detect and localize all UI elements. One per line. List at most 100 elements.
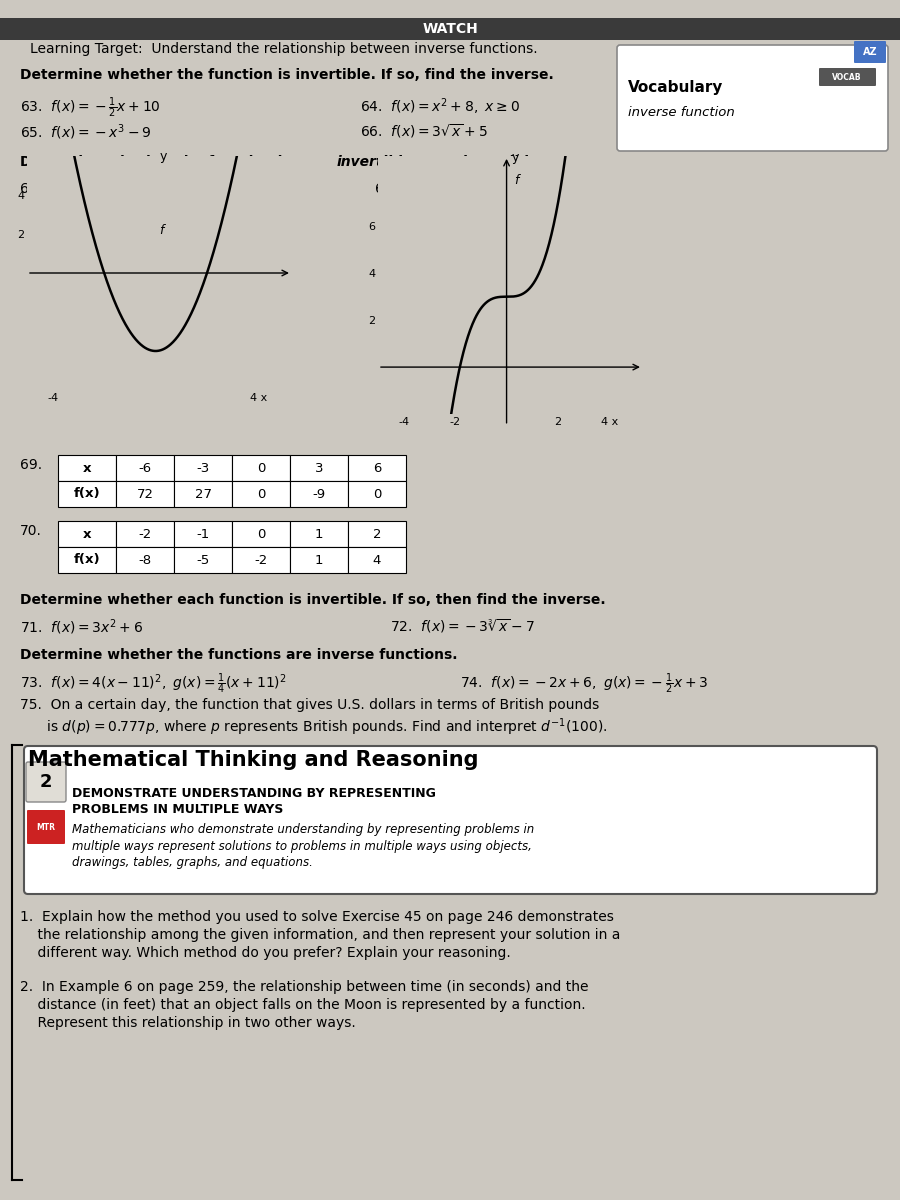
Text: -3: -3	[196, 462, 210, 474]
Text: 75.  On a certain day, the function that gives U.S. dollars in terms of British : 75. On a certain day, the function that …	[20, 698, 599, 712]
Bar	[232, 547, 290, 572]
Bar	[174, 547, 232, 572]
Text: 0: 0	[373, 487, 382, 500]
Bar	[232, 481, 290, 506]
Text: 65.  $f(x) = -x^3 - 9$: 65. $f(x) = -x^3 - 9$	[20, 122, 151, 142]
Bar	[290, 481, 348, 506]
Text: 1.  Explain how the method you used to solve Exercise 45 on page 246 demonstrate: 1. Explain how the method you used to so…	[20, 910, 614, 924]
Text: Determine whether each function is invertible. If so, then find the inverse.: Determine whether each function is inver…	[20, 593, 606, 607]
Text: 1: 1	[315, 553, 323, 566]
Text: 6: 6	[373, 462, 382, 474]
Text: -2: -2	[139, 528, 151, 540]
Text: PROBLEMS IN MULTIPLE WAYS: PROBLEMS IN MULTIPLE WAYS	[72, 803, 284, 816]
Text: the relationship among the given information, and then represent your solution i: the relationship among the given informa…	[20, 928, 620, 942]
Text: inverse function: inverse function	[628, 106, 734, 119]
Bar	[116, 481, 174, 506]
Text: f(x): f(x)	[74, 487, 100, 500]
Text: -5: -5	[196, 553, 210, 566]
Text: VOCAB: VOCAB	[832, 72, 862, 82]
Text: 2: 2	[40, 773, 52, 791]
Text: 67.: 67.	[20, 182, 42, 196]
Bar	[58, 455, 116, 481]
Text: WATCH: WATCH	[422, 22, 478, 36]
Bar	[290, 521, 348, 547]
Text: f(x): f(x)	[74, 553, 100, 566]
Text: 73.  $f(x) = 4(x - 11)^2,\ g(x) = \frac{1}{4}(x + 11)^2$: 73. $f(x) = 4(x - 11)^2,\ g(x) = \frac{1…	[20, 672, 286, 696]
Text: 66.  $f(x) = 3\sqrt{x} + 5$: 66. $f(x) = 3\sqrt{x} + 5$	[360, 122, 488, 140]
Text: 72.  $f(x) = -3\sqrt[3]{x} - 7$: 72. $f(x) = -3\sqrt[3]{x} - 7$	[390, 617, 535, 635]
Bar	[348, 481, 406, 506]
Text: 63.  $f(x) = -\frac{1}{2}x + 10$: 63. $f(x) = -\frac{1}{2}x + 10$	[20, 96, 161, 120]
Text: Learning Target:  Understand the relationship between inverse functions.: Learning Target: Understand the relation…	[30, 42, 537, 56]
Bar	[348, 547, 406, 572]
FancyBboxPatch shape	[854, 41, 886, 62]
Text: multiple ways represent solutions to problems in multiple ways using objects,: multiple ways represent solutions to pro…	[72, 840, 532, 853]
Text: AZ: AZ	[863, 47, 878, 56]
Text: -1: -1	[196, 528, 210, 540]
Bar	[232, 521, 290, 547]
Bar	[290, 455, 348, 481]
Text: 72: 72	[137, 487, 154, 500]
FancyBboxPatch shape	[617, 44, 888, 151]
Text: 64.  $f(x) = x^2 + 8,\ x \geq 0$: 64. $f(x) = x^2 + 8,\ x \geq 0$	[360, 96, 520, 116]
Text: Vocabulary: Vocabulary	[628, 80, 724, 95]
Bar	[232, 455, 290, 481]
Text: .: .	[529, 155, 535, 169]
Text: -9: -9	[312, 487, 326, 500]
FancyBboxPatch shape	[24, 746, 877, 894]
Bar	[58, 481, 116, 506]
Text: non-invertible: non-invertible	[428, 155, 538, 169]
Text: distance (in feet) that an object falls on the Moon is represented by a function: distance (in feet) that an object falls …	[20, 998, 586, 1012]
Bar	[348, 521, 406, 547]
Text: 2: 2	[373, 528, 382, 540]
Text: 27: 27	[194, 487, 212, 500]
Text: -2: -2	[255, 553, 267, 566]
Bar	[0, 18, 900, 40]
Bar	[58, 547, 116, 572]
Text: 2.  In Example 6 on page 259, the relationship between time (in seconds) and the: 2. In Example 6 on page 259, the relatio…	[20, 980, 589, 994]
Text: f: f	[159, 224, 164, 236]
Text: different way. Which method do you prefer? Explain your reasoning.: different way. Which method do you prefe…	[20, 946, 511, 960]
FancyBboxPatch shape	[819, 68, 876, 86]
Text: 3: 3	[315, 462, 323, 474]
Bar	[116, 547, 174, 572]
Text: Mathematical Thinking and Reasoning: Mathematical Thinking and Reasoning	[28, 750, 479, 770]
Text: 71.  $f(x) = 3x^2 + 6$: 71. $f(x) = 3x^2 + 6$	[20, 617, 143, 636]
Text: Determine whether the function is: Determine whether the function is	[20, 155, 295, 169]
Bar	[174, 481, 232, 506]
Text: -8: -8	[139, 553, 151, 566]
Text: drawings, tables, graphs, and equations.: drawings, tables, graphs, and equations.	[72, 856, 313, 869]
Text: Determine whether the function is invertible. If so, find the inverse.: Determine whether the function is invert…	[20, 68, 553, 82]
Bar	[116, 455, 174, 481]
Text: Represent this relationship in two other ways.: Represent this relationship in two other…	[20, 1016, 356, 1030]
Text: 68.: 68.	[375, 182, 397, 196]
Text: or: or	[403, 155, 429, 169]
Text: Determine whether the functions are inverse functions.: Determine whether the functions are inve…	[20, 648, 457, 662]
Text: x: x	[83, 462, 91, 474]
Text: f: f	[514, 174, 518, 187]
Text: 0: 0	[256, 528, 266, 540]
Text: DEMONSTRATE UNDERSTANDING BY REPRESENTING: DEMONSTRATE UNDERSTANDING BY REPRESENTIN…	[72, 787, 436, 800]
Text: 4: 4	[373, 553, 382, 566]
Bar	[58, 521, 116, 547]
Text: y: y	[512, 151, 519, 163]
Text: 0: 0	[256, 462, 266, 474]
Text: is $d(p) = 0.777p$, where $p$ represents British pounds. Find and interpret $d^{: is $d(p) = 0.777p$, where $p$ represents…	[20, 716, 608, 738]
Bar	[116, 521, 174, 547]
Text: y: y	[159, 150, 166, 163]
Text: MTR: MTR	[37, 822, 56, 832]
Bar	[174, 521, 232, 547]
Text: 69.: 69.	[20, 458, 42, 472]
FancyBboxPatch shape	[26, 762, 66, 802]
Text: 74.  $f(x) = -2x + 6,\ g(x) = -\frac{1}{2}x + 3$: 74. $f(x) = -2x + 6,\ g(x) = -\frac{1}{2…	[460, 672, 708, 696]
Text: x: x	[83, 528, 91, 540]
Bar	[348, 455, 406, 481]
Text: 0: 0	[256, 487, 266, 500]
Text: invertible: invertible	[337, 155, 412, 169]
Bar	[174, 455, 232, 481]
FancyBboxPatch shape	[27, 810, 65, 844]
Text: 1: 1	[315, 528, 323, 540]
Text: Mathematicians who demonstrate understanding by representing problems in: Mathematicians who demonstrate understan…	[72, 823, 535, 836]
Bar	[290, 547, 348, 572]
Text: -6: -6	[139, 462, 151, 474]
